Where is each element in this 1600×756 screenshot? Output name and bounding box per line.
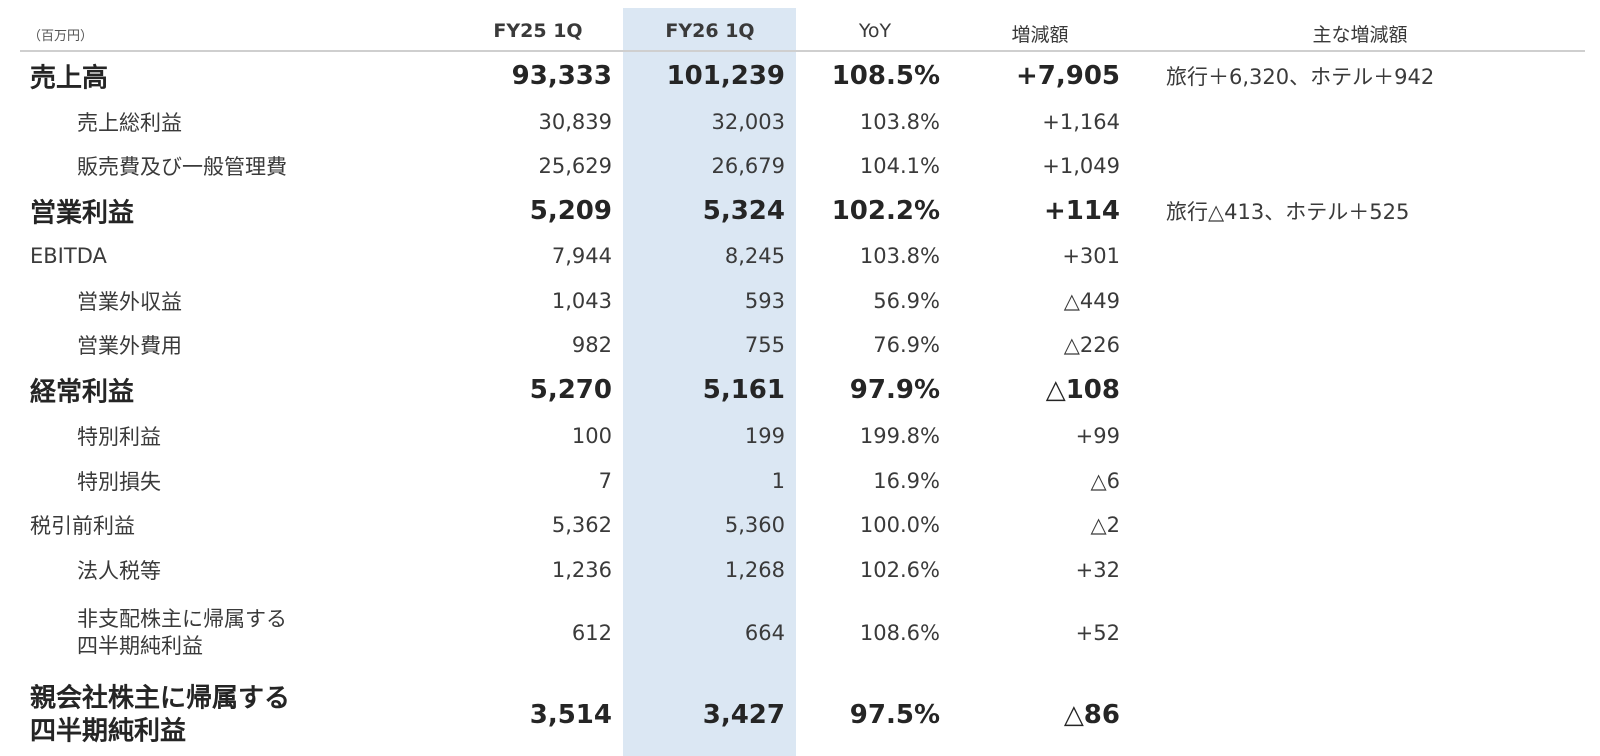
- cell-fy25: 5,209: [529, 196, 612, 226]
- table-row-sales: 売上高 93,333 101,239 108.5% +7,905 旅行＋6,32…: [0, 53, 1600, 99]
- header-main-change: 主な増減額: [1312, 24, 1408, 46]
- cell-fy25: 100: [571, 423, 612, 448]
- row-label: 特別損失: [77, 469, 161, 494]
- cell-yoy: 199.8%: [859, 423, 940, 448]
- cell-change: +114: [1043, 196, 1120, 226]
- fy26-highlight-column: [623, 8, 796, 756]
- table-row-extraordinary-loss: 特別損失 7 1 16.9% △6: [0, 458, 1600, 503]
- cell-change: +1,164: [1042, 109, 1120, 134]
- cell-change: +32: [1075, 557, 1120, 582]
- cell-fy25: 30,839: [538, 109, 612, 134]
- table-row-sga: 販売費及び一般管理費 25,629 26,679 104.1% +1,049: [0, 144, 1600, 188]
- row-label: 税引前利益: [30, 514, 135, 538]
- row-label: 法人税等: [77, 558, 161, 583]
- table-row-ebitda: EBITDA 7,944 8,245 103.8% +301: [0, 234, 1600, 278]
- cell-fy26: 1: [771, 468, 785, 493]
- cell-yoy: 102.2%: [831, 196, 940, 226]
- cell-fy26: 8,245: [724, 244, 785, 268]
- row-label: EBITDA: [30, 244, 107, 268]
- header-yoy: YoY: [858, 20, 892, 42]
- cell-fy26: 664: [744, 621, 785, 645]
- header-fy25: FY25 1Q: [493, 20, 583, 42]
- row-label: 営業外収益: [77, 289, 182, 314]
- cell-fy25: 5,362: [551, 513, 612, 537]
- cell-fy25: 7: [598, 468, 612, 493]
- table-row-extraordinary-income: 特別利益 100 199 199.8% +99: [0, 413, 1600, 458]
- cell-change: △6: [1090, 468, 1120, 493]
- row-label: 売上高: [30, 63, 109, 94]
- cell-yoy: 97.5%: [849, 700, 940, 730]
- table-row-gross-profit: 売上総利益 30,839 32,003 103.8% +1,164: [0, 99, 1600, 144]
- cell-yoy: 56.9%: [873, 288, 940, 313]
- header-fy26: FY26 1Q: [665, 20, 755, 42]
- cell-yoy: 103.8%: [859, 109, 940, 134]
- cell-fy26: 5,360: [724, 513, 785, 537]
- cell-yoy: 102.6%: [859, 557, 940, 582]
- table-row-ordinary-profit: 経常利益 5,270 5,161 97.9% △108: [0, 367, 1600, 413]
- cell-fy25: 1,236: [551, 557, 612, 582]
- cell-change: +99: [1075, 423, 1120, 448]
- cell-fy25: 982: [571, 333, 612, 357]
- row-label: 非支配株主に帰属する 四半期純利益: [77, 607, 287, 658]
- header-divider: [20, 50, 1585, 52]
- cell-fy26: 101,239: [666, 61, 785, 91]
- table-row-operating-profit: 営業利益 5,209 5,324 102.2% +114 旅行△413、ホテル＋…: [0, 188, 1600, 234]
- cell-change: △2: [1090, 513, 1120, 537]
- cell-yoy: 108.6%: [859, 621, 940, 645]
- table-row-parent-net-profit: 親会社株主に帰属する 四半期純利益 3,514 3,427 97.5% △86: [0, 674, 1600, 756]
- cell-yoy: 76.9%: [873, 333, 940, 357]
- row-label: 売上総利益: [77, 110, 182, 135]
- cell-fy25: 1,043: [551, 288, 612, 313]
- cell-fy25: 93,333: [511, 61, 612, 91]
- cell-change: +301: [1062, 244, 1120, 268]
- cell-fy26: 26,679: [711, 154, 785, 178]
- cell-change: △226: [1063, 333, 1120, 357]
- cell-fy26: 755: [744, 333, 785, 357]
- cell-change: △108: [1045, 375, 1120, 405]
- cell-fy26: 593: [744, 288, 785, 313]
- cell-yoy: 104.1%: [859, 154, 940, 178]
- row-label: 特別利益: [77, 424, 161, 449]
- table-row-non-op-expense: 営業外費用 982 755 76.9% △226: [0, 323, 1600, 367]
- cell-change: △86: [1063, 700, 1120, 730]
- cell-yoy: 100.0%: [859, 513, 940, 537]
- cell-fy25: 25,629: [538, 154, 612, 178]
- cell-fy25: 3,514: [529, 700, 612, 730]
- row-label: 販売費及び一般管理費: [77, 155, 287, 179]
- unit-label: （百万円）: [28, 29, 94, 44]
- header-change: 増減額: [1011, 24, 1069, 46]
- table-row-non-controlling-profit: 非支配株主に帰属する 四半期純利益 612 664 108.6% +52: [0, 592, 1600, 674]
- cell-change: △449: [1063, 288, 1120, 313]
- cell-change: +1,049: [1042, 154, 1120, 178]
- cell-change: +52: [1075, 621, 1120, 645]
- cell-yoy: 97.9%: [849, 375, 940, 405]
- cell-fy25: 612: [571, 621, 612, 645]
- cell-fy26: 5,161: [702, 375, 785, 405]
- table-row-pretax-profit: 税引前利益 5,362 5,360 100.0% △2: [0, 503, 1600, 547]
- cell-yoy: 108.5%: [831, 61, 940, 91]
- row-label: 親会社株主に帰属する 四半期純利益: [30, 683, 291, 747]
- table-row-income-taxes: 法人税等 1,236 1,268 102.6% +32: [0, 547, 1600, 592]
- cell-main-change: 旅行△413、ホテル＋525: [1166, 200, 1410, 224]
- cell-change: +7,905: [1015, 61, 1120, 91]
- cell-fy26: 199: [744, 423, 785, 448]
- row-label: 営業外費用: [77, 334, 182, 358]
- cell-main-change: 旅行＋6,320、ホテル＋942: [1166, 65, 1435, 89]
- table-header: （百万円） FY25 1Q FY26 1Q YoY 増減額 主な増減額: [0, 12, 1600, 50]
- cell-yoy: 103.8%: [859, 244, 940, 268]
- cell-fy26: 1,268: [724, 557, 785, 582]
- row-label: 経常利益: [30, 377, 135, 408]
- row-label: 営業利益: [30, 198, 135, 229]
- cell-fy26: 3,427: [702, 700, 785, 730]
- cell-fy25: 5,270: [529, 375, 612, 405]
- table-row-non-op-income: 営業外収益 1,043 593 56.9% △449: [0, 278, 1600, 323]
- cell-fy26: 32,003: [711, 109, 785, 134]
- cell-fy26: 5,324: [702, 196, 785, 226]
- cell-yoy: 16.9%: [873, 468, 940, 493]
- cell-fy25: 7,944: [551, 244, 612, 268]
